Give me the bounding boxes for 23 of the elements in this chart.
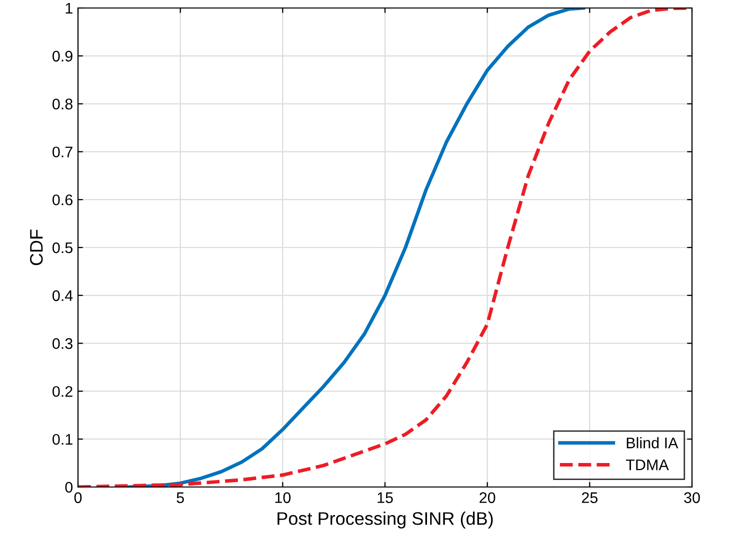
y-tick-label: 0.4 bbox=[52, 290, 73, 302]
y-tick-label: 0.3 bbox=[52, 338, 72, 349]
y-tick-label: 0.8 bbox=[52, 98, 72, 110]
y-tick-label: 0.2 bbox=[52, 386, 72, 397]
x-tick-label: 30 bbox=[684, 492, 700, 504]
legend-label: TDMA bbox=[626, 460, 669, 470]
y-tick-label: 0 bbox=[65, 482, 73, 493]
x-tick-label: 15 bbox=[378, 492, 393, 504]
x-tick-label: 0 bbox=[74, 492, 82, 504]
x-tick-label: 5 bbox=[176, 492, 184, 504]
y-tick-label: 0.6 bbox=[52, 194, 72, 206]
x-tick-label: 20 bbox=[480, 492, 496, 504]
y-tick-label: 0.9 bbox=[52, 50, 72, 62]
x-tick-label: 25 bbox=[582, 492, 598, 504]
x-tick-label: 10 bbox=[275, 492, 291, 504]
x-axis-title: Post Processing SINR (dB) bbox=[278, 512, 493, 528]
y-axis-title: CDF bbox=[30, 230, 43, 266]
line-series bbox=[127, 8, 586, 487]
y-tick-label: 0.7 bbox=[52, 146, 72, 158]
y-tick-label: 0.5 bbox=[52, 242, 72, 254]
y-tick-label: 1 bbox=[66, 3, 72, 14]
legend-label: Blind IA bbox=[626, 437, 678, 448]
y-tick-label: 0.1 bbox=[52, 434, 72, 445]
